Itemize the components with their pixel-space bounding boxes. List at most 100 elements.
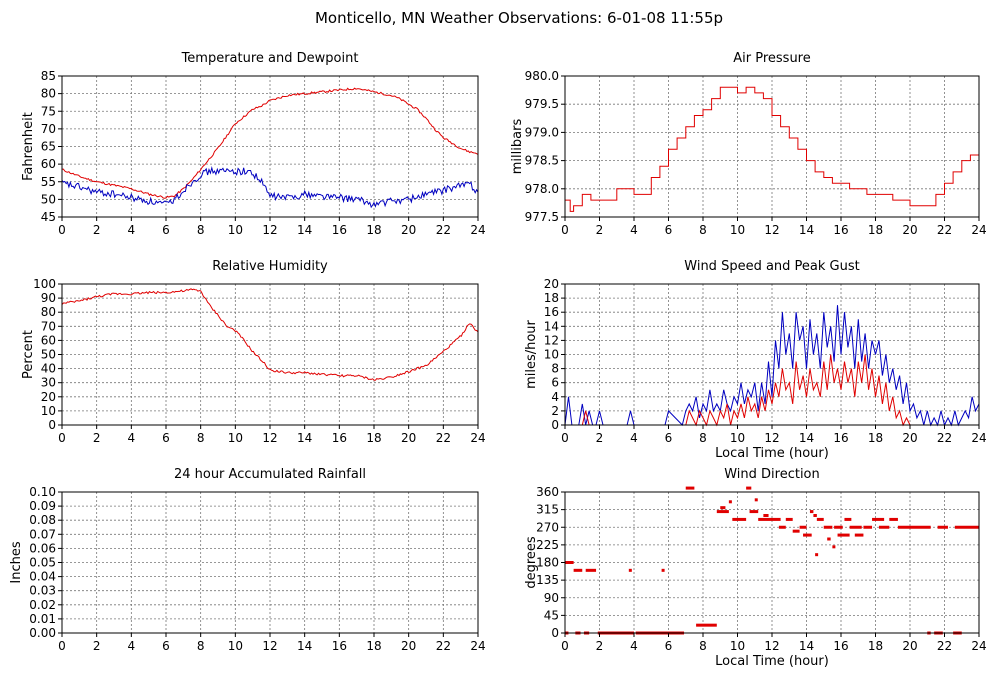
y-tick-label: 315 bbox=[536, 503, 559, 517]
y-tick-label: 14 bbox=[544, 319, 559, 333]
x-tick-label: 8 bbox=[699, 431, 707, 445]
x-tick-label: 24 bbox=[971, 223, 986, 237]
x-tick-label: 0 bbox=[561, 431, 569, 445]
direction-mark bbox=[720, 506, 726, 510]
x-tick-label: 12 bbox=[262, 639, 277, 653]
y-tick-label: 90 bbox=[41, 291, 56, 305]
direction-mark bbox=[749, 510, 759, 514]
x-tick-label: 10 bbox=[228, 223, 243, 237]
series-line bbox=[565, 354, 979, 427]
y-tick-label: 100 bbox=[33, 277, 56, 291]
y-tick-label: 60 bbox=[41, 157, 56, 171]
x-tick-label: 10 bbox=[730, 431, 745, 445]
x-axis-label: Local Time (hour) bbox=[715, 654, 829, 669]
y-tick-label: 0.01 bbox=[29, 612, 56, 626]
chart-title: 24 hour Accumulated Rainfall bbox=[174, 467, 366, 482]
x-tick-label: 24 bbox=[971, 639, 986, 653]
direction-mark bbox=[937, 525, 948, 529]
direction-mark bbox=[746, 486, 752, 490]
x-tick-label: 18 bbox=[366, 431, 381, 445]
x-tick-label: 10 bbox=[730, 639, 745, 653]
x-tick-label: 20 bbox=[902, 431, 917, 445]
y-tick-label: 180 bbox=[536, 556, 559, 570]
direction-mark bbox=[661, 568, 665, 572]
y-tick-label: 135 bbox=[536, 573, 559, 587]
x-tick-label: 4 bbox=[128, 223, 136, 237]
y-tick-label: 978.5 bbox=[525, 154, 559, 168]
y-tick-label: 10 bbox=[41, 404, 56, 418]
x-tick-label: 22 bbox=[937, 431, 952, 445]
direction-mark bbox=[844, 517, 852, 521]
x-tick-label: 2 bbox=[93, 223, 101, 237]
direction-mark bbox=[732, 517, 747, 521]
direction-mark bbox=[792, 529, 800, 533]
y-tick-label: 4 bbox=[551, 390, 559, 404]
y-tick-label: 65 bbox=[41, 140, 56, 154]
x-tick-label: 24 bbox=[470, 431, 485, 445]
page-title: Monticello, MN Weather Observations: 6-0… bbox=[315, 9, 723, 27]
y-axis-label: millibars bbox=[510, 119, 525, 175]
x-tick-label: 0 bbox=[561, 223, 569, 237]
x-tick-label: 8 bbox=[699, 639, 707, 653]
y-axis-label: Inches bbox=[9, 541, 24, 583]
y-axis-label: Fahrenheit bbox=[21, 112, 36, 181]
y-tick-label: 20 bbox=[544, 277, 559, 291]
series-line bbox=[61, 165, 479, 209]
direction-mark bbox=[778, 525, 786, 529]
direction-mark bbox=[854, 533, 864, 537]
x-tick-label: 24 bbox=[971, 431, 986, 445]
y-tick-label: 70 bbox=[41, 319, 56, 333]
x-tick-label: 12 bbox=[262, 431, 277, 445]
direction-mark bbox=[758, 517, 781, 521]
direction-mark bbox=[849, 525, 862, 529]
x-tick-label: 2 bbox=[596, 431, 604, 445]
x-tick-label: 4 bbox=[630, 431, 638, 445]
y-tick-label: 360 bbox=[536, 485, 559, 499]
x-tick-label: 22 bbox=[436, 639, 451, 653]
direction-mark bbox=[809, 510, 814, 514]
direction-mark bbox=[565, 561, 574, 564]
x-tick-label: 20 bbox=[401, 431, 416, 445]
x-tick-label: 22 bbox=[937, 639, 952, 653]
y-tick-label: 0 bbox=[551, 626, 559, 640]
x-tick-label: 0 bbox=[58, 223, 66, 237]
y-tick-label: 50 bbox=[41, 348, 56, 362]
x-tick-label: 4 bbox=[128, 639, 136, 653]
x-tick-label: 2 bbox=[93, 431, 101, 445]
direction-mark bbox=[716, 510, 729, 514]
direction-mark bbox=[728, 500, 732, 504]
x-tick-label: 0 bbox=[561, 639, 569, 653]
y-tick-label: 0.06 bbox=[29, 541, 56, 555]
y-tick-label: 980.0 bbox=[525, 69, 559, 83]
direction-mark bbox=[813, 514, 817, 517]
x-tick-label: 18 bbox=[868, 431, 883, 445]
y-tick-label: 75 bbox=[41, 104, 56, 118]
y-tick-label: 6 bbox=[551, 376, 559, 390]
x-tick-label: 2 bbox=[93, 639, 101, 653]
y-tick-label: 0.04 bbox=[29, 570, 56, 584]
direction-mark bbox=[823, 525, 833, 529]
x-tick-label: 20 bbox=[401, 639, 416, 653]
y-tick-label: 977.5 bbox=[525, 210, 559, 224]
x-tick-label: 24 bbox=[470, 223, 485, 237]
x-tick-label: 16 bbox=[833, 223, 848, 237]
x-tick-label: 20 bbox=[401, 223, 416, 237]
direction-mark bbox=[628, 568, 632, 572]
x-tick-label: 16 bbox=[833, 431, 848, 445]
direction-mark bbox=[954, 525, 979, 529]
x-tick-label: 2 bbox=[596, 223, 604, 237]
x-tick-label: 10 bbox=[730, 223, 745, 237]
x-tick-label: 20 bbox=[902, 223, 917, 237]
y-tick-label: 0.05 bbox=[29, 556, 56, 570]
x-tick-label: 8 bbox=[197, 223, 205, 237]
x-tick-label: 6 bbox=[162, 639, 170, 653]
y-tick-label: 0 bbox=[551, 418, 559, 432]
x-tick-label: 18 bbox=[868, 639, 883, 653]
y-tick-label: 12 bbox=[544, 333, 559, 347]
direction-mark bbox=[585, 568, 597, 572]
